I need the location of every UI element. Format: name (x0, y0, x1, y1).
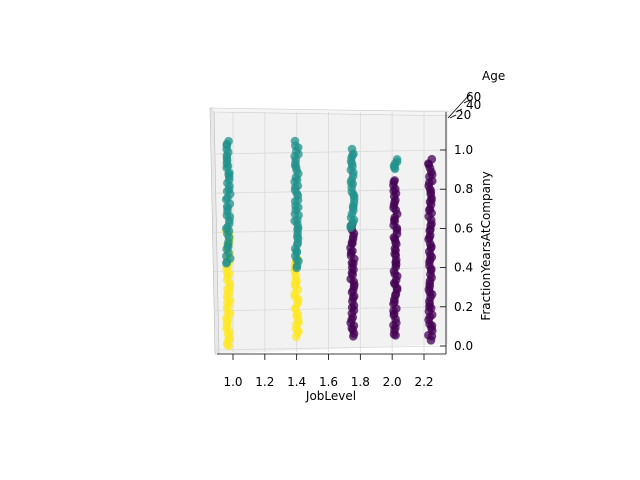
x-tick-label: 1.0 (223, 375, 242, 389)
x-tick-label: 2.2 (414, 375, 433, 389)
z-tick-label: 60 (466, 90, 481, 104)
y-gridline (213, 306, 447, 312)
gridlines (213, 112, 447, 352)
data-point (392, 155, 402, 164)
y-gridline (213, 188, 447, 194)
x-tick-label: 1.6 (319, 375, 338, 389)
data-point (390, 176, 399, 185)
x-axis-label: JobLevel (305, 389, 356, 403)
x-ticks: 1.0 1.2 1.4 1.6 1.8 2.0 2.2 (223, 354, 434, 389)
x-tick-label: 1.4 (287, 375, 306, 389)
y-gridline (213, 228, 447, 233)
y-axis-label: FractionYearsAtCompany (479, 171, 493, 320)
data-point (427, 154, 437, 164)
back-pane (212, 110, 448, 354)
y-ticks: 0.0 0.2 0.4 0.6 0.8 1.0 (440, 143, 473, 353)
x-tick-label: 1.2 (255, 375, 274, 389)
z-tick-label: 40 (466, 98, 481, 112)
y-tick-label: 0.6 (454, 221, 473, 235)
z-tick-mark (463, 99, 471, 104)
z-axis-label: Age (482, 69, 505, 83)
z-tick-label: 20 (456, 108, 471, 122)
data-points (221, 136, 437, 351)
data-point (224, 136, 233, 146)
y-tick-label: 0.2 (454, 300, 473, 314)
y-gridline (213, 149, 447, 155)
top-pane (209, 107, 463, 117)
data-point (347, 144, 357, 154)
y-tick-label: 0.0 (454, 339, 473, 353)
y-gridline (213, 345, 447, 351)
y-tick-label: 0.8 (454, 182, 473, 196)
x-tick-label: 1.8 (351, 375, 370, 389)
data-point (290, 136, 300, 146)
z-axis-line (447, 93, 471, 119)
y-tick-label: 1.0 (454, 143, 473, 157)
z-tick-mark (449, 114, 457, 119)
x-tick-label: 2.0 (383, 375, 402, 389)
z-tick-mark (455, 108, 463, 113)
y-tick-label: 0.4 (454, 261, 473, 275)
y-gridline (213, 267, 447, 272)
